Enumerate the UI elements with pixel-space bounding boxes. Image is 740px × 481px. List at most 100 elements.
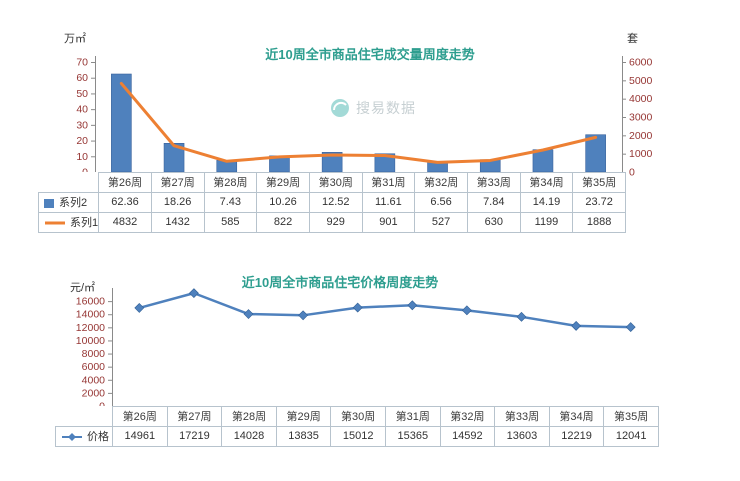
- series-value-cell: 11.61: [361, 191, 416, 213]
- price-axis-unit: 元/㎡: [70, 282, 96, 294]
- price-axis-tick-label: 6000: [82, 361, 106, 373]
- volume-bar: [532, 149, 554, 173]
- week-label: 第28周: [203, 172, 258, 193]
- series-value-cell: 630: [466, 211, 521, 233]
- week-label: 第28周: [221, 406, 277, 427]
- series-value-cell: 1888: [572, 211, 626, 233]
- price-point-marker: [407, 300, 418, 311]
- series-value-cell: 12219: [548, 425, 605, 447]
- series-value-cell: 10.26: [256, 191, 310, 213]
- week-label: 第31周: [384, 406, 441, 427]
- volume-chart: 0102030405060700100020003000400050006000: [76, 56, 653, 179]
- week-label: 第29周: [256, 172, 310, 193]
- price-point-marker: [352, 302, 363, 313]
- series-value-cell: 929: [308, 211, 363, 233]
- series-row: 价格 14961 17219 14028 13835 15012 15365 14592 136…: [55, 425, 659, 447]
- line-series-legend-icon: [62, 433, 82, 442]
- volume-right-axis-tick-label: 1000: [629, 148, 653, 160]
- price-axis-tick-label: 16000: [76, 296, 105, 308]
- series-value-cell: 12.52: [308, 191, 363, 213]
- week-label: 第35周: [572, 172, 626, 193]
- price-axis-tick-label: 2000: [82, 387, 106, 399]
- series-row: 系列1 4832 1432 585 822 929 901 527 630 1199 1888: [37, 211, 626, 233]
- price-axis-tick-label: 8000: [82, 348, 106, 360]
- volume-right-axis-tick-label: 3000: [629, 112, 653, 124]
- series-value-cell: 18.26: [150, 191, 205, 213]
- price-axis-tick-label: 4000: [82, 374, 106, 386]
- week-label: 第34周: [519, 172, 574, 193]
- table-corner-cell: [56, 407, 113, 427]
- price-point-marker: [188, 288, 199, 299]
- week-label: 第33周: [466, 172, 521, 193]
- week-header-row: 第26周 第27周 第28周 第29周 第30周 第31周 第32周 第33周 第34周 第35周: [39, 172, 626, 193]
- series-value-cell: 13603: [494, 425, 550, 447]
- volume-left-axis-tick-label: 70: [76, 57, 88, 69]
- week-label: 第30周: [308, 172, 363, 193]
- volume-left-axis-tick-label: 30: [76, 119, 88, 131]
- week-label: 第27周: [150, 172, 205, 193]
- price-point-marker: [461, 305, 472, 316]
- volume-right-axis-tick-label: 2000: [629, 130, 653, 142]
- price-data-table: 第26周 第27周 第28周 第29周 第30周 第31周 第32周 第33周 第34周 第35周…: [55, 406, 659, 447]
- series-name: 价格: [87, 431, 109, 443]
- price-axis-tick-label: 10000: [76, 335, 105, 347]
- volume-right-axis-tick-label: 0: [629, 167, 635, 179]
- week-label: 第35周: [603, 406, 659, 427]
- series-value-cell: 527: [414, 211, 468, 233]
- series-value-cell: 13835: [275, 425, 332, 447]
- series-value-cell: 1199: [519, 211, 574, 233]
- series-value-cell: 23.72: [572, 191, 626, 213]
- series-value-cell: 15365: [384, 425, 441, 447]
- volume-right-axis-tick-label: 5000: [629, 75, 653, 87]
- week-label: 第30周: [330, 406, 386, 427]
- price-point-marker: [516, 311, 527, 322]
- volume-chart-title: 近10周全市商品住宅成交量周度走势: [265, 47, 475, 62]
- series-legend-cell: 价格: [55, 425, 113, 447]
- volume-left-axis-tick-label: 50: [76, 88, 88, 100]
- price-point-marker: [243, 309, 254, 319]
- series-value-cell: 14592: [439, 425, 496, 447]
- deals-line: [119, 81, 598, 164]
- volume-bar: [585, 134, 606, 173]
- price-point-marker: [625, 322, 636, 332]
- week-label: 第32周: [439, 406, 496, 427]
- volume-left-axis-tick-label: 20: [76, 135, 88, 147]
- week-label: 第32周: [414, 172, 468, 193]
- line-series-legend-icon: [45, 221, 65, 225]
- week-label: 第27周: [166, 406, 223, 427]
- week-label: 第33周: [494, 406, 550, 427]
- volume-left-axis-tick-label: 60: [76, 72, 88, 84]
- series-value-cell: 1432: [150, 211, 205, 233]
- series-value-cell: 15012: [330, 425, 386, 447]
- series-row: 系列2 62.36 18.26 7.43 10.26 12.52 11.61 6.56 7.84…: [37, 191, 626, 213]
- chart-data-table: 第26周 第27周 第28周 第29周 第30周 第31周 第32周 第33周 第34周 第35周…: [55, 406, 659, 447]
- series-value-cell: 901: [361, 211, 416, 233]
- price-chart-title: 近10周全市商品住宅价格周度走势: [241, 275, 439, 290]
- volume-bar: [111, 73, 132, 173]
- volume-bar: [163, 143, 185, 173]
- watermark-text: 搜易数据: [356, 100, 416, 116]
- series-value-cell: 6.56: [414, 191, 468, 213]
- series-name: 系列2: [59, 197, 88, 209]
- volume-right-axis-tick-label: 6000: [629, 57, 653, 69]
- series-value-cell: 822: [256, 211, 310, 233]
- week-label: 第29周: [275, 406, 332, 427]
- volume-right-axis-tick-label: 4000: [629, 93, 653, 105]
- week-label: 第26周: [112, 406, 168, 427]
- price-axis-tick-label: 12000: [76, 322, 105, 334]
- series-legend-cell: 系列2: [37, 191, 100, 213]
- volume-right-axis-unit: 套: [627, 33, 638, 45]
- volume-data-table: 第26周 第27周 第28周 第29周 第30周 第31周 第32周 第33周 第34周 第35周…: [37, 172, 626, 233]
- series-value-cell: 14.19: [519, 191, 574, 213]
- series-value-cell: 7.43: [203, 191, 258, 213]
- chart-data-table: 第26周 第27周 第28周 第29周 第30周 第31周 第32周 第33周 第34周 第35周…: [37, 172, 626, 233]
- series-value-cell: 7.84: [466, 191, 521, 213]
- series-value-cell: 12041: [603, 425, 659, 447]
- volume-left-axis-tick-label: 40: [76, 104, 88, 116]
- series-value-cell: 14961: [112, 425, 168, 447]
- week-header-row: 第26周 第27周 第28周 第29周 第30周 第31周 第32周 第33周 第34周 第35周: [56, 406, 659, 427]
- bar-series-legend-icon: [44, 198, 54, 208]
